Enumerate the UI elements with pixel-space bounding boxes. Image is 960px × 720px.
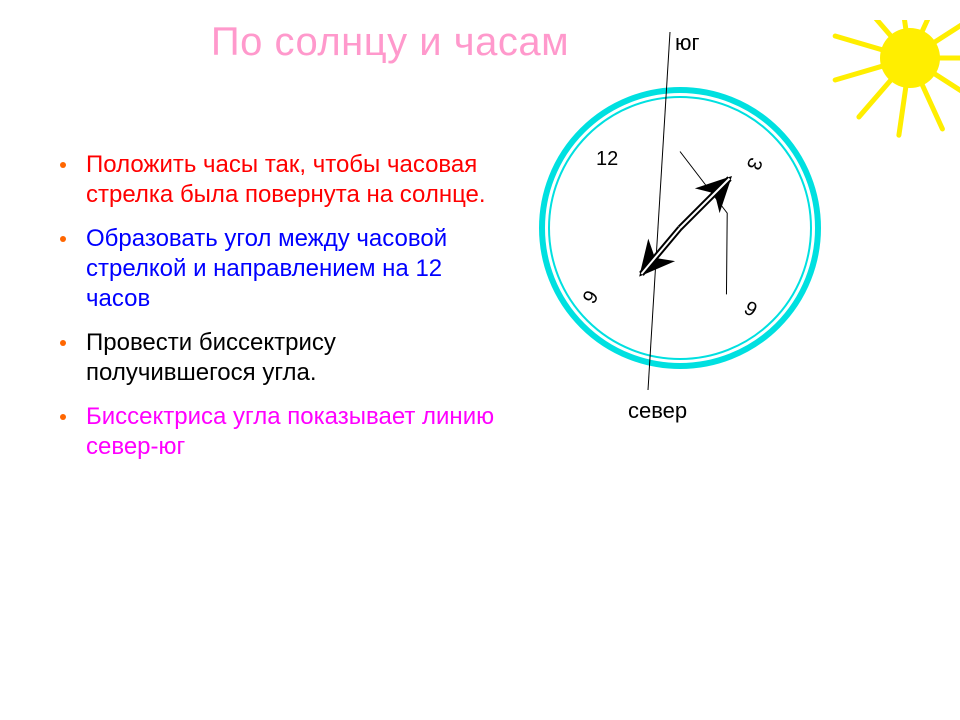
bullet-item: Образовать угол между часовой стрелкой и… xyxy=(60,224,500,314)
label-north: север xyxy=(628,398,687,424)
bullet-list: Положить часы так, чтобы часовая стрелка… xyxy=(60,150,500,476)
sun-icon xyxy=(880,28,940,88)
clock-num-12: 12 xyxy=(596,148,618,171)
bullet-text: Положить часы так, чтобы часовая стрелка… xyxy=(86,150,500,210)
slide: По солнцу и часам Положить часы так, что… xyxy=(0,0,960,720)
bullet-dot-icon xyxy=(60,414,66,420)
diagram-svg xyxy=(520,20,960,540)
compass-diagram: юг север 12 3 6 9 xyxy=(520,20,960,540)
bullet-text: Провести биссектрису получившегося угла. xyxy=(86,328,500,388)
bullet-dot-icon xyxy=(60,236,66,242)
bullet-dot-icon xyxy=(60,162,66,168)
bullet-text: Биссектриса угла показывает линию север-… xyxy=(86,402,500,462)
bullet-dot-icon xyxy=(60,340,66,346)
label-south: юг xyxy=(675,30,700,56)
bullet-text: Образовать угол между часовой стрелкой и… xyxy=(86,224,500,314)
bullet-item: Биссектриса угла показывает линию север-… xyxy=(60,402,500,462)
bullet-item: Провести биссектрису получившегося угла. xyxy=(60,328,500,388)
bullet-item: Положить часы так, чтобы часовая стрелка… xyxy=(60,150,500,210)
